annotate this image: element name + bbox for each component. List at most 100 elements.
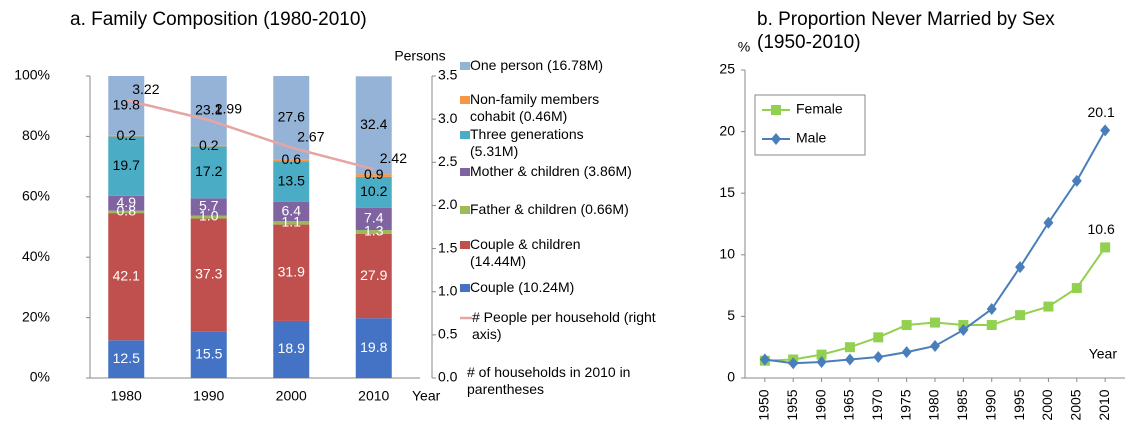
data-label: 1.0 (199, 208, 219, 224)
data-label: 37.3 (195, 266, 222, 282)
bar-segment (273, 221, 310, 225)
data-label: 17.2 (195, 163, 222, 179)
data-label: 0.8 (117, 203, 137, 219)
bar-segment (273, 224, 310, 321)
data-label: 4.9 (117, 194, 137, 210)
marker (1100, 242, 1111, 253)
marker (816, 355, 827, 368)
y2-tick-label: 3.0 (438, 110, 458, 126)
line (125, 98, 375, 171)
x-tick-label: 1960 (812, 389, 828, 420)
marker (788, 357, 799, 370)
bar-segment (190, 215, 227, 219)
marker (1015, 261, 1026, 274)
legend-label: Male (796, 130, 827, 146)
x-tick-label: 2010 (358, 388, 389, 404)
chart-title: a. Family Composition (1980-2010) (70, 9, 367, 30)
legend-label: Father & children (0.66M) (470, 201, 629, 217)
legend-swatch (460, 131, 470, 139)
y2-tick-label: 2.5 (438, 153, 458, 169)
x-tick-label: 1955 (784, 389, 800, 420)
data-label: 31.9 (278, 263, 305, 279)
bar-segment (355, 233, 392, 319)
data-label: 0.2 (199, 137, 219, 153)
bar-segment (355, 230, 392, 234)
data-label: 10.2 (360, 183, 387, 199)
y-tick-label: 20 (719, 122, 735, 138)
bar-segment (190, 146, 227, 199)
marker (986, 303, 997, 316)
data-label: 27.9 (360, 267, 387, 283)
legend-label: Couple & children (14.44M) (470, 236, 581, 269)
x-tick-label: 1980 (111, 388, 142, 404)
marker (1015, 310, 1026, 321)
marker (844, 342, 855, 353)
data-label: 23.1 (195, 102, 222, 118)
data-label: 1.3 (364, 223, 384, 239)
marker (1100, 124, 1111, 137)
data-label: 1.1 (282, 214, 302, 230)
data-label: 0.9 (364, 166, 384, 182)
data-label: 15.5 (195, 345, 222, 361)
data-label: 7.4 (364, 210, 384, 226)
marker (873, 351, 884, 364)
legend-label: # People per household (right axis) (472, 309, 656, 342)
bar-segment (190, 76, 227, 146)
y2-tick-label: 1.5 (438, 239, 458, 255)
y-tick-label: 20% (22, 308, 50, 324)
x-tick-label: 2005 (1067, 389, 1083, 420)
legend-marker (771, 133, 781, 145)
legend-label: Three generations (5.31M) (470, 126, 584, 159)
bar-segment (355, 76, 392, 175)
y2-tick-label: 0.0 (438, 369, 458, 385)
y-tick-label: 100% (14, 67, 50, 83)
legend-label: Non-family members cohabit (0.46M) (470, 91, 600, 124)
bar-segment (273, 159, 310, 162)
y2-tick-label: 3.5 (438, 67, 458, 83)
marker (986, 320, 997, 331)
marker (816, 349, 827, 360)
x-tick-label: 1965 (841, 389, 857, 420)
marker (844, 353, 855, 366)
x-tick-label: 1990 (193, 388, 224, 404)
data-label: 2.99 (215, 101, 242, 117)
data-label: 12.5 (113, 350, 140, 366)
y-tick-label: 10 (719, 246, 735, 262)
x-tick-label: 1985 (954, 389, 970, 420)
bar-segment (190, 145, 227, 147)
marker (930, 317, 940, 328)
bar-segment (190, 198, 227, 216)
y2-tick-label: 1.0 (438, 282, 458, 298)
marker (958, 323, 969, 336)
y-axis-title: % (738, 39, 750, 55)
y2-tick-label: 2.0 (438, 196, 458, 212)
legend-swatch (460, 62, 470, 70)
y-tick-label: 0 (727, 369, 735, 385)
bar-segment (190, 218, 227, 332)
bar-segment (273, 161, 310, 202)
legend-label: Mother & children (3.86M) (470, 163, 632, 179)
x-tick-label: 1950 (756, 389, 772, 420)
data-label: 0.6 (282, 151, 302, 167)
bar-segment (355, 318, 392, 378)
bar-segment (108, 210, 145, 214)
legend-label: Female (796, 101, 843, 117)
y-tick-label: 0% (30, 369, 50, 385)
marker (759, 353, 770, 366)
y-tick-label: 25 (719, 61, 735, 77)
data-label: 0.2 (117, 127, 137, 143)
line (764, 129, 1107, 365)
y-tick-label: 15 (719, 184, 735, 200)
bar-segment (273, 76, 310, 160)
note: # of households in 2010 in parentheses (467, 364, 631, 397)
data-label: 32.4 (360, 116, 387, 132)
bar-segment (108, 213, 145, 341)
x-axis-title: Year (1089, 346, 1118, 362)
bar-segment (108, 76, 145, 136)
data-label: 2.42 (380, 150, 407, 166)
bar-segment (108, 340, 145, 378)
data-label: 6.4 (282, 202, 302, 218)
marker (930, 339, 940, 352)
bar-segment (108, 195, 145, 211)
